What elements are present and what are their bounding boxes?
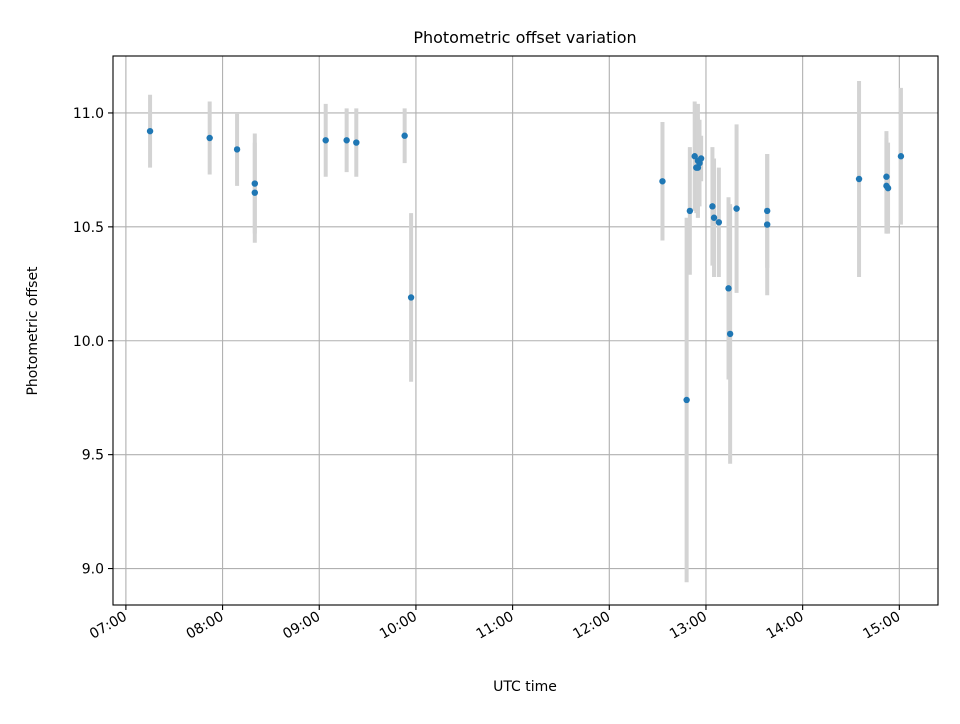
data-point <box>343 137 350 144</box>
plot-frame <box>112 55 939 606</box>
data-points <box>146 127 905 404</box>
y-tick-label: 9.5 <box>82 448 104 464</box>
data-point <box>855 175 863 183</box>
data-point <box>401 132 408 139</box>
data-point <box>763 207 771 215</box>
data-point <box>725 285 732 292</box>
data-point <box>884 184 892 192</box>
y-tick-label: 10.0 <box>73 334 104 350</box>
data-point <box>763 221 771 228</box>
data-point <box>683 396 690 404</box>
data-point <box>715 219 723 226</box>
data-point <box>251 180 258 187</box>
data-point <box>233 146 241 153</box>
data-point <box>710 214 718 221</box>
data-point <box>146 127 154 135</box>
data-point <box>733 205 740 212</box>
data-point <box>709 203 716 210</box>
data-point <box>686 207 694 215</box>
data-point <box>322 137 329 144</box>
data-point <box>206 134 213 142</box>
y-tick-label: 11.0 <box>73 106 104 122</box>
grid-lines <box>113 56 938 605</box>
data-point <box>897 153 905 160</box>
data-point <box>883 173 890 180</box>
y-axis-label: Photometric offset <box>25 266 41 396</box>
y-tick-label: 9.0 <box>82 562 104 578</box>
data-point <box>407 294 415 301</box>
y-tick-label: 10.5 <box>73 220 104 236</box>
chart-title: Photometric offset variation <box>413 28 636 47</box>
data-point <box>659 178 666 185</box>
data-point <box>697 155 705 162</box>
data-point <box>251 189 258 196</box>
data-point <box>726 330 734 338</box>
data-point <box>353 139 360 146</box>
data-point <box>691 153 698 160</box>
x-axis-label: UTC time <box>493 679 557 695</box>
